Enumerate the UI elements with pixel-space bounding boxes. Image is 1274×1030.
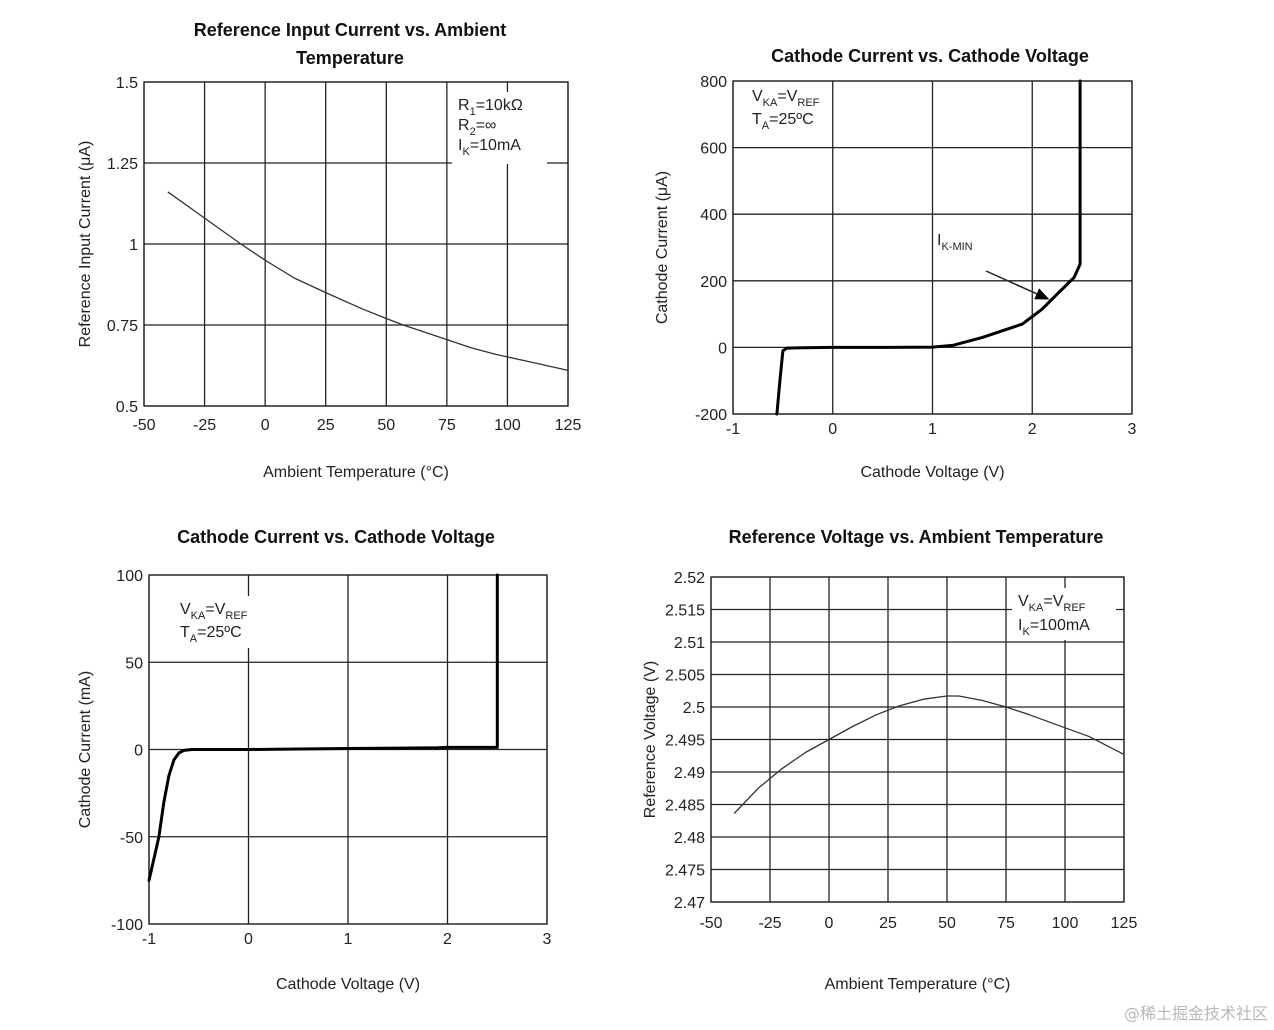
y-tick-label: 50	[125, 655, 143, 672]
x-tick-label: 2	[1028, 421, 1037, 438]
chart-ref-input-current: Reference Input Current vs. Ambient Tempe…	[77, 20, 581, 481]
x-axis-label: Cathode Voltage (V)	[860, 464, 1004, 481]
x-tick-label: 50	[377, 417, 395, 434]
chart-cathode-current-ua: Cathode Current vs. Cathode Voltage -1 0 1 2…	[654, 46, 1137, 481]
condition-annotation: R2=∞	[458, 117, 496, 138]
y-tick-label: 0	[134, 743, 143, 760]
series-line-i-k	[147, 573, 499, 882]
x-tick-label: 0	[261, 417, 270, 434]
plot-frame	[710, 576, 1125, 903]
series-line-i-k	[775, 79, 1082, 416]
x-tick-label: 125	[1111, 915, 1138, 932]
plot-frame	[148, 574, 548, 925]
y-axis-label: Reference Voltage (V)	[642, 661, 659, 818]
y-tick-label: 600	[700, 141, 727, 158]
y-tick-label: 400	[700, 207, 727, 224]
callout-arrow-line	[985, 270, 1041, 297]
condition-annotation: VKA=VREF	[752, 88, 820, 109]
annotation-background	[1012, 588, 1116, 640]
x-tick-label: 0	[828, 421, 837, 438]
plot-frame	[143, 81, 569, 407]
x-tick-label: 1	[344, 931, 353, 948]
plot-frame	[732, 80, 1133, 415]
x-tick-label: 25	[317, 417, 335, 434]
y-tick-label: 1.25	[107, 156, 138, 173]
x-tick-label: 50	[938, 915, 956, 932]
condition-annotation: IK=100mA	[1018, 617, 1090, 638]
y-tick-label: 2.5	[683, 700, 705, 717]
y-tick-label: 0	[718, 340, 727, 357]
annotation-background	[452, 92, 547, 164]
annotation-background	[174, 596, 254, 648]
condition-annotation: TA=25ºC	[752, 111, 814, 132]
chart-title: Cathode Current vs. Cathode Voltage	[771, 46, 1089, 66]
x-tick-label: -25	[193, 417, 216, 434]
y-tick-label: -100	[111, 917, 143, 934]
y-tick-label: 2.52	[674, 570, 705, 587]
chart-title: Reference Voltage vs. Ambient Temperatur…	[729, 527, 1104, 547]
x-tick-label: 125	[555, 417, 582, 434]
x-tick-label: -50	[699, 915, 722, 932]
y-tick-label: 2.48	[674, 830, 705, 847]
arrowhead-icon	[1034, 288, 1050, 300]
x-tick-label: -1	[726, 421, 740, 438]
y-tick-label: 2.495	[665, 733, 705, 750]
y-tick-label: 0.75	[107, 318, 138, 335]
watermark: @稀土掘金技术社区	[1123, 1004, 1268, 1023]
x-tick-label: 100	[1052, 915, 1079, 932]
y-tick-label: 2.505	[665, 668, 705, 685]
ik-min-callout-label: IK-MIN	[937, 232, 973, 253]
x-tick-label: 3	[543, 931, 552, 948]
condition-annotation: R1=10kΩ	[458, 97, 523, 118]
x-tick-label: 3	[1128, 421, 1137, 438]
y-tick-label: 2.47	[674, 895, 705, 912]
y-tick-label: 1	[129, 237, 138, 254]
x-tick-label: -50	[132, 417, 155, 434]
y-tick-label: 2.49	[674, 765, 705, 782]
x-tick-label: 100	[494, 417, 521, 434]
x-tick-label: 25	[879, 915, 897, 932]
y-tick-label: 200	[700, 274, 727, 291]
chart-title: Cathode Current vs. Cathode Voltage	[177, 527, 495, 547]
y-tick-label: 1.5	[116, 75, 138, 92]
annotation-background	[746, 83, 826, 133]
y-tick-label: 2.51	[674, 635, 705, 652]
y-tick-label: 2.485	[665, 798, 705, 815]
y-tick-label: 0.5	[116, 399, 138, 416]
x-tick-label: 0	[825, 915, 834, 932]
chart-ref-voltage: Reference Voltage vs. Ambient Temperatur…	[642, 527, 1137, 993]
condition-annotation: VKA=VREF	[180, 601, 248, 622]
chart-title: Reference Input Current vs. Ambient	[194, 20, 506, 40]
x-tick-label: -1	[142, 931, 156, 948]
x-axis-label: Ambient Temperature (°C)	[825, 976, 1011, 993]
x-tick-label: 1	[928, 421, 937, 438]
series-line-v-ref	[733, 695, 1125, 814]
x-tick-label: 0	[244, 931, 253, 948]
y-axis-label: Reference Input Current (μA)	[77, 141, 94, 348]
x-tick-label: 75	[438, 417, 456, 434]
x-tick-label: -25	[758, 915, 781, 932]
condition-annotation: TA=25ºC	[180, 624, 242, 645]
y-axis-label: Cathode Current (μA)	[654, 171, 671, 324]
chart-cathode-current-ma: Cathode Current vs. Cathode Voltage -1 0 1 2…	[77, 527, 552, 993]
condition-annotation: IK=10mA	[458, 137, 521, 158]
x-axis-label: Ambient Temperature (°C)	[263, 464, 449, 481]
condition-annotation: VKA=VREF	[1018, 593, 1086, 614]
x-tick-label: 75	[997, 915, 1015, 932]
x-axis-label: Cathode Voltage (V)	[276, 976, 420, 993]
y-tick-label: 100	[116, 568, 143, 585]
y-tick-label: 800	[700, 74, 727, 91]
series-line-i-ref	[167, 191, 569, 372]
chart-title: Temperature	[296, 48, 404, 68]
y-tick-label: -200	[695, 407, 727, 424]
y-axis-label: Cathode Current (mA)	[77, 671, 94, 828]
y-tick-label: 2.515	[665, 603, 705, 620]
y-tick-label: 2.475	[665, 863, 705, 880]
y-tick-label: -50	[120, 830, 143, 847]
x-tick-label: 2	[443, 931, 452, 948]
